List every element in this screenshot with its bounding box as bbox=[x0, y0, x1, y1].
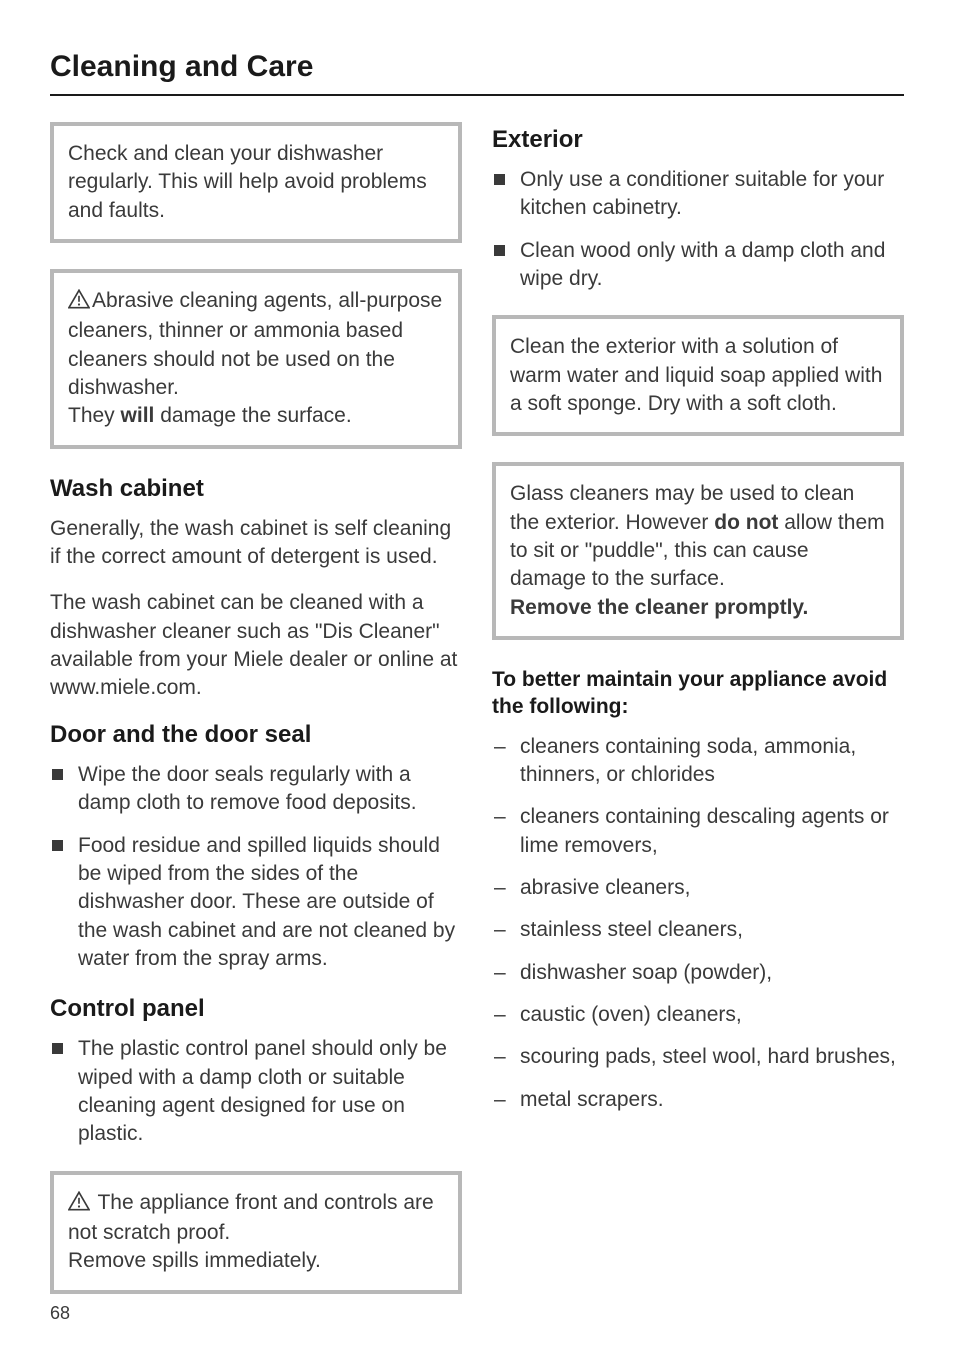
list-item: scouring pads, steel wool, hard brushes, bbox=[492, 1043, 904, 1071]
list-item: stainless steel cleaners, bbox=[492, 916, 904, 944]
avoid-heading: To better maintain your appliance avoid … bbox=[492, 666, 904, 721]
left-column: Check and clean your dishwasher regularl… bbox=[50, 122, 462, 1294]
columns: Check and clean your dishwasher regularl… bbox=[50, 122, 904, 1294]
list-item: Food residue and spilled liquids should … bbox=[50, 832, 462, 974]
exterior-heading: Exterior bbox=[492, 126, 904, 154]
list-item: dishwasher soap (powder), bbox=[492, 959, 904, 987]
list-item: metal scrapers. bbox=[492, 1086, 904, 1114]
warning-box-cleaning-agents: Abrasive cleaning agents, all-purpose cl… bbox=[50, 269, 462, 449]
list-item: The plastic control panel should only be… bbox=[50, 1035, 462, 1148]
door-seal-list: Wipe the door seals regularly with a dam… bbox=[50, 761, 462, 973]
wash-cabinet-p2: The wash cabinet can be cleaned with a d… bbox=[50, 589, 462, 702]
glass-cleaner-bold: do not bbox=[714, 511, 778, 534]
warning-icon bbox=[68, 289, 90, 317]
warning-text-2-pre: They bbox=[68, 404, 121, 427]
control-panel-list: The plastic control panel should only be… bbox=[50, 1035, 462, 1148]
wash-cabinet-p1: Generally, the wash cabinet is self clea… bbox=[50, 515, 462, 572]
avoid-list: cleaners containing soda, ammonia, thinn… bbox=[492, 733, 904, 1114]
exterior-list: Only use a conditioner suitable for your… bbox=[492, 166, 904, 293]
title-rule bbox=[50, 94, 904, 96]
list-item: Clean wood only with a damp cloth and wi… bbox=[492, 237, 904, 294]
intro-box-text: Check and clean your dishwasher regularl… bbox=[68, 142, 427, 222]
door-seal-heading: Door and the door seal bbox=[50, 721, 462, 749]
control-panel-heading: Control panel bbox=[50, 995, 462, 1023]
warning-box-scratch: The appliance front and controls are not… bbox=[50, 1171, 462, 1294]
page-number: 68 bbox=[50, 1303, 70, 1324]
list-item: Only use a conditioner suitable for your… bbox=[492, 166, 904, 223]
intro-box: Check and clean your dishwasher regularl… bbox=[50, 122, 462, 243]
list-item: Wipe the door seals regularly with a dam… bbox=[50, 761, 462, 818]
page-title: Cleaning and Care bbox=[50, 50, 904, 84]
exterior-cleaning-text: Clean the exterior with a solution of wa… bbox=[510, 335, 882, 415]
wash-cabinet-heading: Wash cabinet bbox=[50, 475, 462, 503]
scratch-text-2: Remove spills immediately. bbox=[68, 1249, 321, 1272]
scratch-text-1: The appliance front and controls are not… bbox=[68, 1191, 434, 1244]
warning-icon bbox=[68, 1191, 90, 1219]
exterior-cleaning-box: Clean the exterior with a solution of wa… bbox=[492, 315, 904, 436]
warning-text-2-bold: will bbox=[121, 404, 155, 427]
warning-text-1: Abrasive cleaning agents, all-purpose cl… bbox=[68, 289, 442, 399]
glass-cleaner-box: Glass cleaners may be used to clean the … bbox=[492, 462, 904, 640]
right-column: Exterior Only use a conditioner suitable… bbox=[492, 122, 904, 1294]
list-item: cleaners containing descaling agents or … bbox=[492, 803, 904, 860]
list-item: caustic (oven) cleaners, bbox=[492, 1001, 904, 1029]
list-item: cleaners containing soda, ammonia, thinn… bbox=[492, 733, 904, 790]
list-item: abrasive cleaners, bbox=[492, 874, 904, 902]
warning-text-2-post: damage the surface. bbox=[154, 404, 351, 427]
glass-cleaner-remove: Remove the cleaner promptly. bbox=[510, 596, 808, 619]
